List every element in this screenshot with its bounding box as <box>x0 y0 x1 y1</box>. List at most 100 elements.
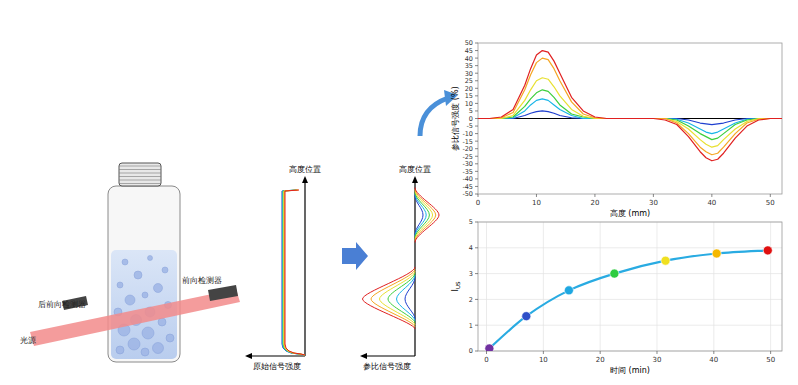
tick-label: 5 <box>469 107 473 115</box>
tick <box>475 194 478 195</box>
cap-ridge <box>119 173 161 174</box>
tick-label: 45 <box>465 47 473 55</box>
grid-line <box>770 222 771 351</box>
tick-label: 10 <box>532 199 541 207</box>
tick-label: 0 <box>476 199 480 207</box>
tick <box>475 80 478 81</box>
axis-arrow <box>412 176 418 183</box>
tick <box>475 186 478 187</box>
tick-label: -15 <box>462 138 473 146</box>
grid-line <box>600 222 601 351</box>
tick-label: 40 <box>707 199 716 207</box>
axis-arrow <box>302 176 308 183</box>
tick-label: 40 <box>709 356 718 364</box>
profile-curve <box>283 190 305 355</box>
axis-arrow <box>360 353 367 359</box>
cap-ridge <box>119 169 161 170</box>
tick-label: 4 <box>469 244 473 252</box>
tick <box>475 65 478 66</box>
series-line <box>478 51 782 161</box>
tick-label: 50 <box>766 199 775 207</box>
bubble <box>134 271 142 279</box>
chart: 01020304050-50-45-40-35-30-25-20-15-10-5… <box>451 39 782 218</box>
tick-label: 10 <box>539 356 548 364</box>
tick <box>475 118 478 119</box>
profile-axis <box>304 182 305 356</box>
label: 后前向检测器 <box>38 300 86 309</box>
tick <box>475 247 478 248</box>
tick-label: 50 <box>766 356 775 364</box>
profile-curve <box>415 188 439 243</box>
marker <box>763 246 772 255</box>
tick-label: 3 <box>469 270 473 278</box>
tick-label: -5 <box>467 122 473 130</box>
bubble <box>153 343 164 354</box>
profile-axis <box>251 355 305 356</box>
cap-ridge <box>119 183 161 184</box>
profile-curve <box>285 190 305 355</box>
label: 光源 <box>20 336 36 345</box>
tick <box>475 43 478 44</box>
arrow <box>342 242 368 270</box>
tick <box>475 73 478 74</box>
tick <box>713 351 714 354</box>
tick-label: 30 <box>465 70 473 78</box>
tick <box>770 194 771 197</box>
tick <box>478 194 479 197</box>
tick <box>475 222 478 223</box>
profile-curve <box>283 190 305 355</box>
tick-label: 20 <box>596 356 605 364</box>
axis-label-subscript: US <box>455 281 461 289</box>
series-line <box>489 250 767 348</box>
grid-line <box>478 299 782 300</box>
cap-ridge <box>119 180 161 181</box>
marker <box>661 256 670 265</box>
tick-label: 1 <box>469 322 473 330</box>
tick-label: 15 <box>465 92 473 100</box>
tick-label: -25 <box>462 153 473 161</box>
series-line <box>478 58 782 155</box>
tick <box>475 163 478 164</box>
tick-label: -10 <box>462 130 473 138</box>
tick-label: 40 <box>465 55 473 63</box>
bubble <box>125 295 135 305</box>
tick <box>656 351 657 354</box>
grid-line <box>478 273 782 274</box>
axis-label: 高度位置 <box>399 165 431 174</box>
bubble <box>142 292 148 298</box>
marker <box>522 312 531 321</box>
profile-curve <box>284 190 305 355</box>
tick-label: 25 <box>465 77 473 85</box>
tick <box>711 194 712 197</box>
profile-curve <box>282 190 305 355</box>
grid-line <box>478 247 782 248</box>
marker <box>712 249 721 258</box>
bubble <box>117 282 123 288</box>
tick <box>475 88 478 89</box>
axis-label: 原始信号强度 <box>253 362 301 371</box>
light-beam <box>30 289 240 346</box>
axis-label: 时间 (min) <box>610 366 650 375</box>
profile: 高度位置参比信号强度 <box>360 165 439 371</box>
tick-label: -20 <box>462 145 473 153</box>
tick <box>475 141 478 142</box>
tick <box>475 133 478 134</box>
tick <box>475 171 478 172</box>
axis-label: 高度 (mm) <box>610 209 650 218</box>
cap-ridge <box>119 176 161 177</box>
tick-label: -40 <box>462 175 473 183</box>
bubble <box>122 259 128 265</box>
axis-label: IUS <box>451 281 461 291</box>
axis-arrow <box>245 353 252 359</box>
tick <box>475 95 478 96</box>
marker <box>485 344 494 351</box>
cap-ridge <box>119 166 161 167</box>
bubble <box>166 334 174 342</box>
profile-curve <box>415 189 436 241</box>
tick-label: 20 <box>590 199 599 207</box>
tick-label: 30 <box>649 199 658 207</box>
axis-label: 高度位置 <box>289 165 321 174</box>
vial-diagram: 后前向检测器前向检测器光源 <box>20 163 240 362</box>
tick <box>486 351 487 354</box>
tick <box>475 178 478 179</box>
